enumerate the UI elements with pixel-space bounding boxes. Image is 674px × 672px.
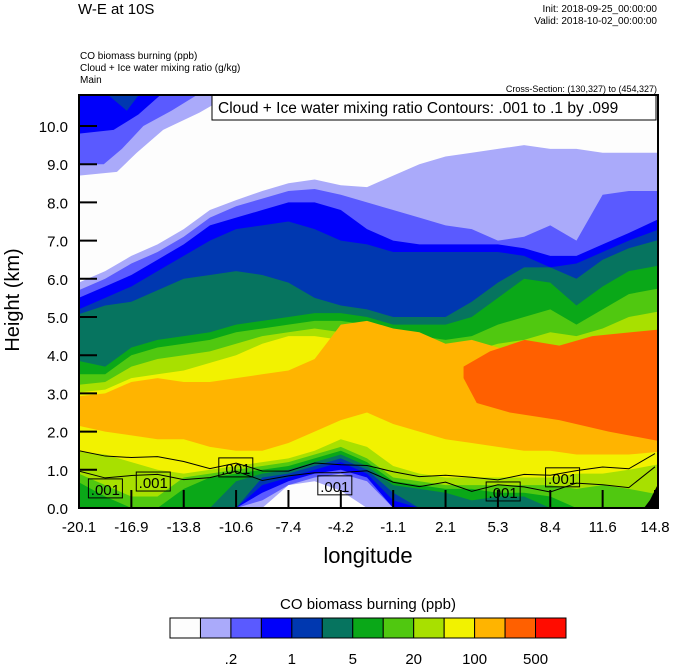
x-tick-label: -7.4	[276, 519, 302, 536]
cross-section-label: Cross-Section: (130,327) to (454,327)	[506, 84, 657, 94]
contour-label: .001	[320, 479, 349, 496]
cloud-contours: .001 .001 .001 .001 .001 .001	[79, 450, 656, 502]
upper-left-band-level-4	[108, 95, 139, 111]
y-axis-title: Height (km)	[2, 248, 24, 351]
colorbar-label: 500	[523, 651, 548, 667]
x-axis-title: longitude	[323, 543, 412, 568]
x-tick-label: 5.3	[487, 519, 508, 536]
contour-line-001	[79, 450, 656, 481]
colorbar-swatch	[504, 617, 537, 639]
colorbar-swatch	[382, 617, 415, 639]
y-tick-label: 0.0	[47, 501, 68, 518]
y-tick-label: 4.0	[47, 348, 68, 365]
colorbar-label: 5	[349, 651, 357, 667]
y-tick-label: 9.0	[47, 157, 68, 174]
colorbar-swatch	[535, 617, 567, 639]
contour-label: .001	[548, 471, 577, 488]
colorbar-swatch	[413, 617, 445, 639]
colorbar-swatch	[260, 617, 293, 639]
y-tick-label: 10.0	[39, 119, 68, 136]
colorbar-label: 1	[288, 651, 296, 667]
x-tick-label: -16.9	[114, 519, 148, 536]
contour-label-box	[317, 475, 353, 496]
contour-info-box: Cloud + Ice water mixing ratio Contours:…	[211, 94, 657, 121]
colorbar-label: 20	[405, 651, 422, 667]
y-tick-label: 1.0	[47, 463, 68, 480]
y-tick-label: 5.0	[47, 310, 68, 327]
contour-label: .001	[489, 485, 518, 502]
y-tick-label: 7.0	[47, 234, 68, 251]
contour-label: .001	[139, 475, 168, 492]
x-tick-label: -4.2	[328, 519, 354, 536]
x-tick-label: -20.1	[62, 519, 96, 536]
co-field	[79, 95, 658, 508]
field-label-co: CO biomass burning (ppb)	[80, 51, 197, 62]
x-tick-label: 2.1	[435, 519, 456, 536]
contour-line-001	[79, 466, 656, 493]
contour-label: .001	[91, 482, 120, 499]
x-tick-label: 14.8	[640, 519, 669, 536]
colorbar-label: .2	[225, 651, 238, 667]
colorbar-swatch	[199, 617, 232, 639]
colorbar: .2 1 5 20 100 500	[169, 617, 567, 668]
band-level-11	[463, 329, 658, 441]
upper-left-band-level-3	[79, 95, 160, 134]
axes: 0.0 1.0 2.0 3.0 4.0 5.0 6.0 7.0 8.0 9.0 10.0 -20.1 -…	[39, 119, 670, 536]
valid-time: Valid: 2018-10-02_00:00:00	[534, 16, 657, 27]
colorbar-swatch	[291, 617, 323, 639]
x-tick-label: -10.6	[219, 519, 253, 536]
colorbar-swatch	[321, 617, 354, 639]
y-tick-label: 6.0	[47, 272, 68, 289]
y-tick-label: 8.0	[47, 195, 68, 212]
contour-label: .001	[221, 461, 250, 478]
colorbar-swatch	[443, 617, 476, 639]
x-tick-label: 11.6	[589, 519, 617, 536]
colorbar-label: 100	[462, 651, 487, 667]
plot-title: W-E at 10S	[78, 1, 154, 18]
y-tick-label: 2.0	[47, 425, 68, 442]
contour-label-box	[218, 457, 254, 478]
contour-label-box	[545, 467, 581, 488]
plot-frame	[78, 94, 659, 509]
colorbar-swatch	[352, 617, 384, 639]
colorbar-title: CO biomass burning (ppb)	[280, 596, 456, 613]
field-label-main: Main	[80, 75, 102, 86]
colorbar-swatch	[230, 617, 262, 639]
colorbar-swatch	[474, 617, 506, 639]
field-label-cloud: Cloud + Ice water mixing ratio (g/kg)	[80, 63, 240, 74]
surface-band-level-1	[79, 473, 658, 508]
contour-label-box	[135, 471, 171, 492]
contour-info-text: Cloud + Ice water mixing ratio Contours:…	[218, 100, 618, 117]
colorbar-swatch	[169, 617, 201, 639]
x-tick-label: 8.4	[540, 519, 561, 536]
y-tick-label: 3.0	[47, 386, 68, 403]
contour-label-box	[87, 478, 123, 499]
x-tick-label: -1.1	[380, 519, 406, 536]
init-time: Init: 2018-09-25_00:00:00	[542, 4, 657, 15]
x-tick-label: -13.8	[167, 519, 201, 536]
contour-label-box	[485, 481, 521, 502]
